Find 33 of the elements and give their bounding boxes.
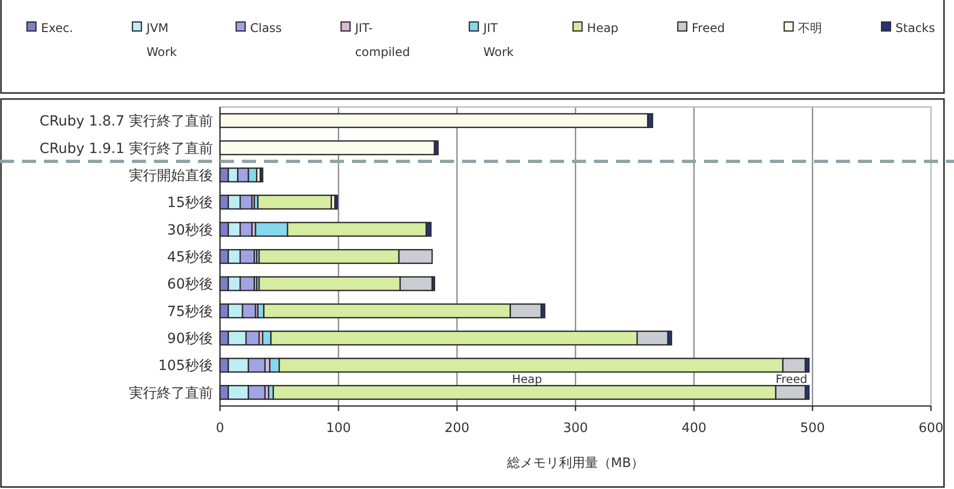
y-tick-label: CRuby 1.8.7 実行終了直前 bbox=[40, 114, 213, 130]
legend-label: JIT Work bbox=[482, 21, 514, 59]
x-tick-label: 600 bbox=[918, 421, 944, 436]
legend-label: 不明 bbox=[798, 21, 822, 35]
x-axis-title: 総メモリ利用量（MB） bbox=[506, 456, 644, 471]
y-tick-label: 30秒後 bbox=[167, 222, 213, 238]
legend-label: JVM Work bbox=[145, 21, 177, 59]
x-tick-label: 500 bbox=[800, 421, 825, 436]
x-tick-label: 100 bbox=[326, 421, 351, 436]
legend-label: Stacks bbox=[896, 21, 936, 35]
y-tick-label: CRuby 1.9.1 実行終了直前 bbox=[40, 140, 213, 157]
y-tick-label: 90秒後 bbox=[167, 331, 213, 348]
annotation: Freed bbox=[776, 372, 808, 386]
y-tick-label: 75秒後 bbox=[167, 304, 213, 320]
legend-label: Exec. bbox=[41, 21, 74, 35]
x-tick-label: 0 bbox=[216, 421, 224, 436]
y-tick-label: 実行終了直前 bbox=[129, 385, 213, 402]
bar bbox=[257, 194, 332, 210]
x-tick-label: 200 bbox=[444, 421, 470, 436]
y-tick-label: 実行開始直後 bbox=[129, 168, 213, 184]
annotation: Heap bbox=[512, 372, 542, 386]
y-tick-label: 15秒後 bbox=[167, 195, 213, 212]
x-tick-label: 400 bbox=[682, 421, 706, 436]
x-tick-label: 300 bbox=[563, 421, 588, 436]
legend-label: Freed bbox=[692, 21, 725, 35]
y-tick-label: 60秒後 bbox=[167, 276, 213, 293]
legend-label: Class bbox=[250, 21, 282, 35]
legend-label: JIT-compiled bbox=[354, 21, 410, 59]
legend-label: Heap bbox=[587, 21, 618, 35]
y-tick-label: 105秒後 bbox=[158, 358, 213, 374]
y-tick-label: 45秒後 bbox=[167, 250, 213, 266]
bar bbox=[334, 194, 338, 210]
bar bbox=[260, 168, 264, 182]
